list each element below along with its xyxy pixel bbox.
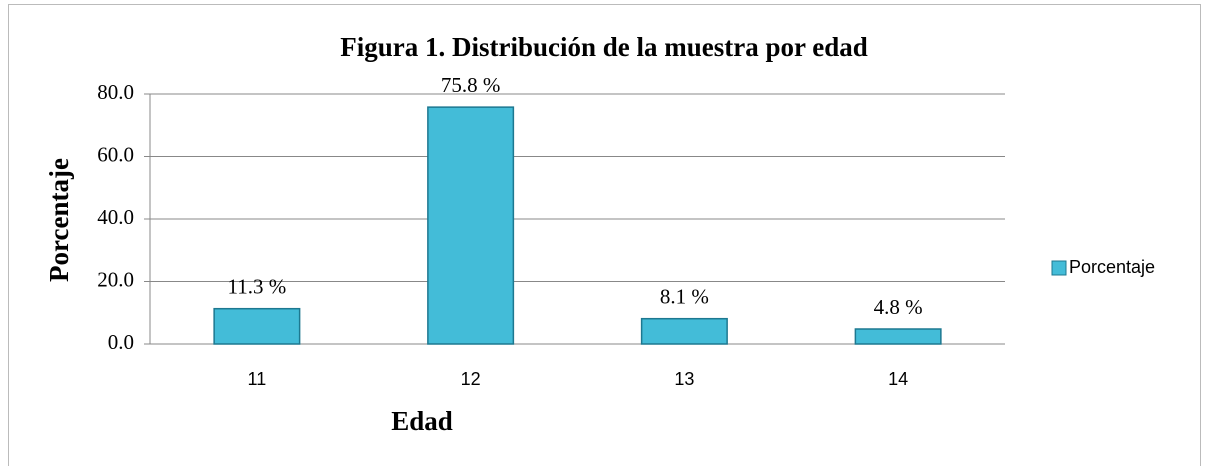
x-axis-label: Edad (391, 406, 453, 436)
x-tick-label: 12 (461, 369, 481, 389)
bar (854, 328, 942, 345)
y-axis-label: Porcentaje (44, 158, 74, 282)
value-label: 8.1 % (660, 285, 709, 309)
y-tick-label: 20.0 (97, 267, 134, 291)
x-tick-label: 11 (248, 369, 267, 389)
chart-border (8, 4, 1201, 466)
x-tick-label: 13 (674, 369, 694, 389)
y-tick-label: 80.0 (97, 80, 134, 104)
chart-title: Figura 1. Distribución de la muestra por… (340, 32, 868, 62)
y-tick-label: 0.0 (108, 330, 134, 354)
y-tick-label: 60.0 (97, 142, 134, 166)
legend-label: Porcentaje (1069, 257, 1155, 277)
value-label: 4.8 % (874, 295, 923, 319)
legend-swatch (1051, 260, 1067, 276)
bar (213, 307, 301, 345)
x-tick-label: 14 (888, 369, 908, 389)
bar (427, 106, 515, 345)
y-tick-label: 40.0 (97, 205, 134, 229)
value-label: 75.8 % (441, 73, 501, 97)
bar (640, 317, 728, 345)
value-label: 11.3 % (228, 275, 287, 299)
